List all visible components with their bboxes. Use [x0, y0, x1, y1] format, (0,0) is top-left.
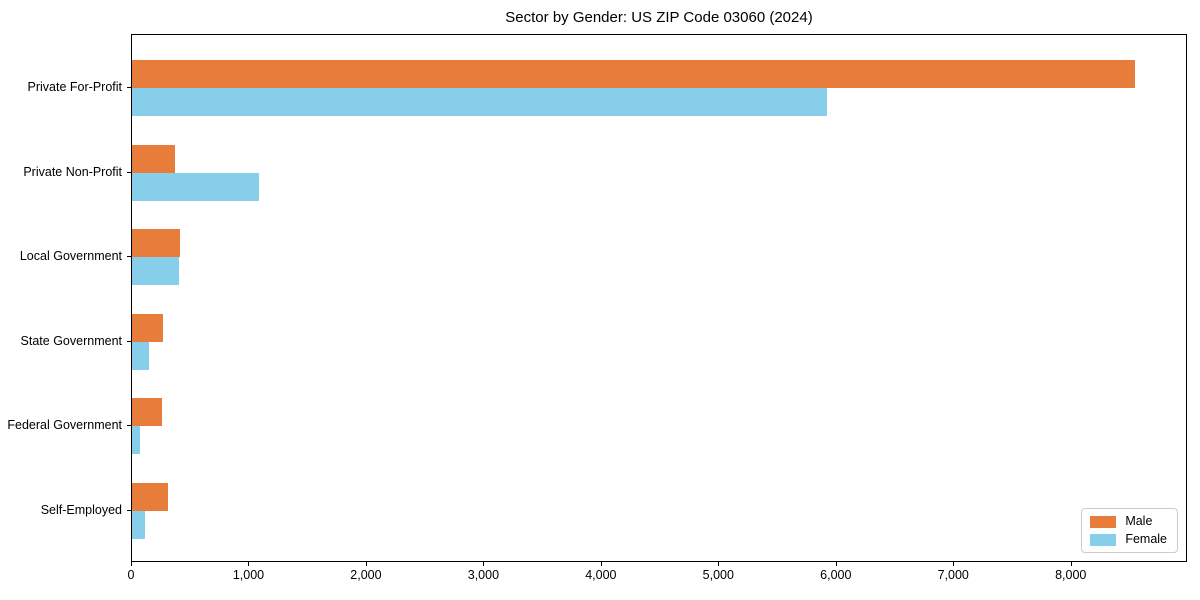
- x-tick-label-6000: 6,000: [820, 568, 852, 582]
- x-tick-mark-3000: [483, 562, 485, 566]
- legend-row-female: Female: [1090, 533, 1167, 546]
- x-tick-label-8000: 8,000: [1055, 568, 1087, 582]
- x-tick-mark-6000: [835, 562, 837, 566]
- y-tick-label-state-government: State Government: [20, 333, 122, 348]
- y-tick-label-local-government: Local Government: [19, 249, 122, 264]
- bar-male-private-non-profit: [132, 144, 175, 173]
- y-tick-mark-local-government: [127, 256, 131, 258]
- y-tick-label-private-non-profit: Private Non-Profit: [23, 164, 122, 179]
- plot-area: Male Female: [131, 34, 1187, 562]
- x-tick-mark-2000: [365, 562, 367, 566]
- bar-female-private-non-profit: [132, 172, 259, 201]
- legend-swatch-female: [1090, 533, 1117, 546]
- legend-swatch-male: [1090, 515, 1117, 528]
- x-tick-mark-8000: [1070, 562, 1072, 566]
- x-tick-mark-5000: [718, 562, 720, 566]
- x-tick-label-0: 0: [127, 568, 135, 582]
- legend: Male Female: [1081, 508, 1178, 553]
- bar-female-private-for-profit: [132, 88, 828, 116]
- chart-title: Sector by Gender: US ZIP Code 03060 (202…: [505, 9, 813, 26]
- bar-male-self-employed: [132, 482, 168, 511]
- legend-label-male: Male: [1125, 514, 1153, 528]
- y-tick-mark-private-non-profit: [127, 171, 131, 173]
- bar-male-state-government: [132, 313, 164, 342]
- x-tick-label-7000: 7,000: [937, 568, 969, 582]
- y-tick-mark-federal-government: [127, 425, 131, 427]
- x-tick-mark-7000: [953, 562, 955, 566]
- x-tick-label-3000: 3,000: [467, 568, 500, 582]
- bar-male-federal-government: [132, 398, 162, 427]
- y-tick-label-federal-government: Federal Government: [7, 418, 122, 433]
- x-tick-label-2000: 2,000: [350, 568, 382, 582]
- x-tick-label-5000: 5,000: [702, 568, 734, 582]
- y-tick-label-self-employed: Self-Employed: [40, 502, 122, 517]
- y-tick-mark-self-employed: [127, 509, 131, 511]
- y-tick-label-private-for-profit: Private For-Profit: [27, 80, 122, 94]
- legend-label-female: Female: [1125, 532, 1167, 546]
- x-tick-mark-0: [131, 562, 132, 566]
- x-tick-label-4000: 4,000: [585, 568, 617, 582]
- bar-male-local-government: [132, 229, 181, 258]
- bar-female-federal-government: [132, 426, 141, 455]
- bar-female-state-government: [132, 341, 150, 370]
- bar-female-self-employed: [132, 510, 145, 539]
- x-tick-label-1000: 1,000: [232, 568, 265, 582]
- legend-row-male: Male: [1090, 515, 1167, 528]
- y-tick-mark-state-government: [127, 340, 131, 342]
- bar-female-local-government: [132, 257, 179, 286]
- bar-male-private-for-profit: [132, 60, 1136, 88]
- y-tick-mark-private-for-profit: [127, 87, 131, 88]
- x-tick-mark-4000: [600, 562, 602, 566]
- x-tick-mark-1000: [248, 562, 250, 566]
